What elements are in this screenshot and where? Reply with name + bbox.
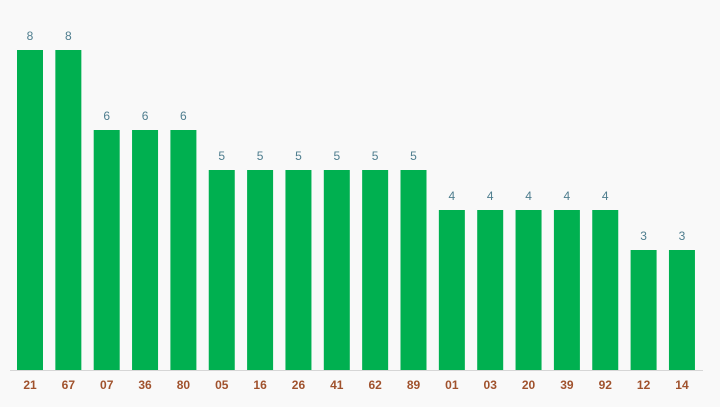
- x-tick-label: 62: [368, 378, 382, 392]
- value-label: 8: [27, 29, 34, 43]
- bar: [477, 210, 504, 370]
- bar: [170, 130, 197, 370]
- bar: [438, 210, 465, 370]
- bar: [55, 50, 82, 370]
- bar: [247, 170, 274, 370]
- value-label: 6: [103, 109, 110, 123]
- bar: [323, 170, 350, 370]
- bar: [208, 170, 235, 370]
- value-label: 8: [65, 29, 72, 43]
- value-label: 5: [218, 149, 225, 163]
- value-label: 4: [602, 189, 609, 203]
- bar: [17, 50, 43, 370]
- x-tick-label: 80: [177, 378, 191, 392]
- bar: [285, 170, 312, 370]
- value-label: 4: [487, 189, 494, 203]
- bar: [132, 130, 159, 370]
- x-tick-label: 05: [215, 378, 229, 392]
- value-label: 3: [679, 229, 686, 243]
- x-tick-label: 14: [675, 378, 689, 392]
- value-label: 4: [449, 189, 456, 203]
- x-tick-label: 12: [637, 378, 651, 392]
- x-tick-label: 21: [23, 378, 37, 392]
- x-tick-label: 07: [100, 378, 114, 392]
- x-tick-label: 92: [599, 378, 613, 392]
- bar: [668, 250, 695, 370]
- x-tick-label: 16: [253, 378, 267, 392]
- value-label: 5: [295, 149, 302, 163]
- value-label: 4: [525, 189, 532, 203]
- bar: [630, 250, 657, 370]
- bar: [93, 130, 120, 370]
- x-tick-label: 67: [62, 378, 76, 392]
- value-label: 4: [564, 189, 571, 203]
- bar: [592, 210, 619, 370]
- bar: [515, 210, 542, 370]
- x-tick-label: 03: [484, 378, 498, 392]
- value-label: 5: [372, 149, 379, 163]
- value-label: 5: [410, 149, 417, 163]
- value-label: 3: [640, 229, 647, 243]
- x-tick-label: 20: [522, 378, 536, 392]
- value-label: 6: [180, 109, 187, 123]
- x-tick-label: 26: [292, 378, 306, 392]
- value-label: 6: [142, 109, 149, 123]
- value-label: 5: [257, 149, 264, 163]
- x-tick-label: 01: [445, 378, 459, 392]
- bar: [400, 170, 427, 370]
- bar: [553, 210, 580, 370]
- bar: [362, 170, 389, 370]
- value-label: 5: [333, 149, 340, 163]
- x-tick-label: 36: [138, 378, 152, 392]
- x-tick-label: 89: [407, 378, 421, 392]
- x-tick-label: 39: [560, 378, 574, 392]
- x-tick-label: 41: [330, 378, 344, 392]
